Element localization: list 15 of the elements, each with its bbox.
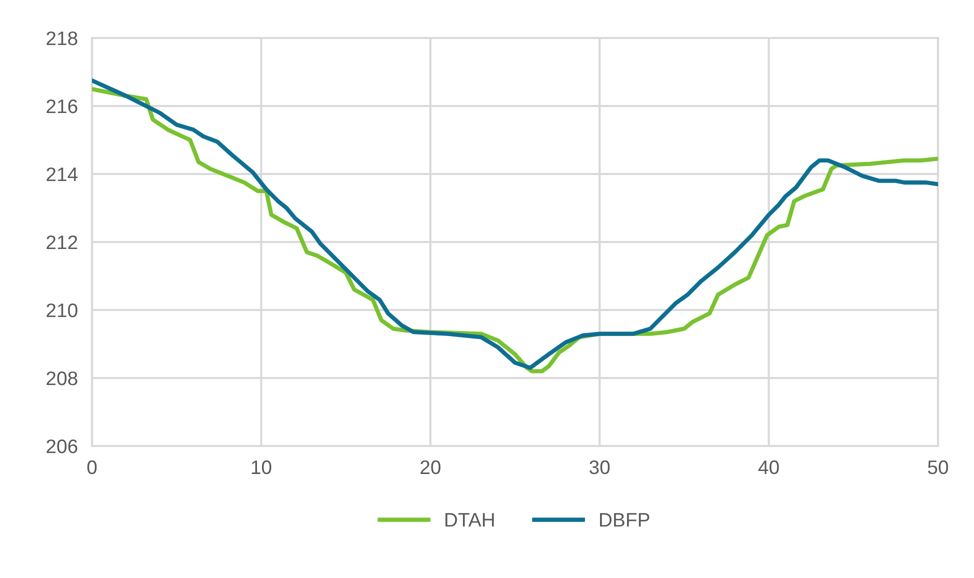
x-tick-label: 40 bbox=[758, 460, 779, 474]
y-tick-label: 208 bbox=[46, 371, 78, 386]
x-tick-label: 20 bbox=[420, 460, 440, 474]
x-tick-label: 10 bbox=[252, 460, 272, 474]
legend-label: DBFP bbox=[600, 513, 650, 527]
x-tick-label: 0 bbox=[87, 460, 97, 474]
y-tick-label: 214 bbox=[46, 167, 78, 182]
x-tick-label: 50 bbox=[928, 460, 948, 474]
y-tick-label: 206 bbox=[46, 439, 78, 454]
y-tick-label: 210 bbox=[46, 303, 78, 318]
legend-label: DTAH bbox=[445, 513, 494, 527]
y-tick-label: 216 bbox=[46, 99, 78, 114]
x-tick-label: 30 bbox=[590, 460, 610, 474]
y-tick-label: 212 bbox=[46, 235, 78, 250]
y-tick-label: 218 bbox=[46, 31, 78, 46]
